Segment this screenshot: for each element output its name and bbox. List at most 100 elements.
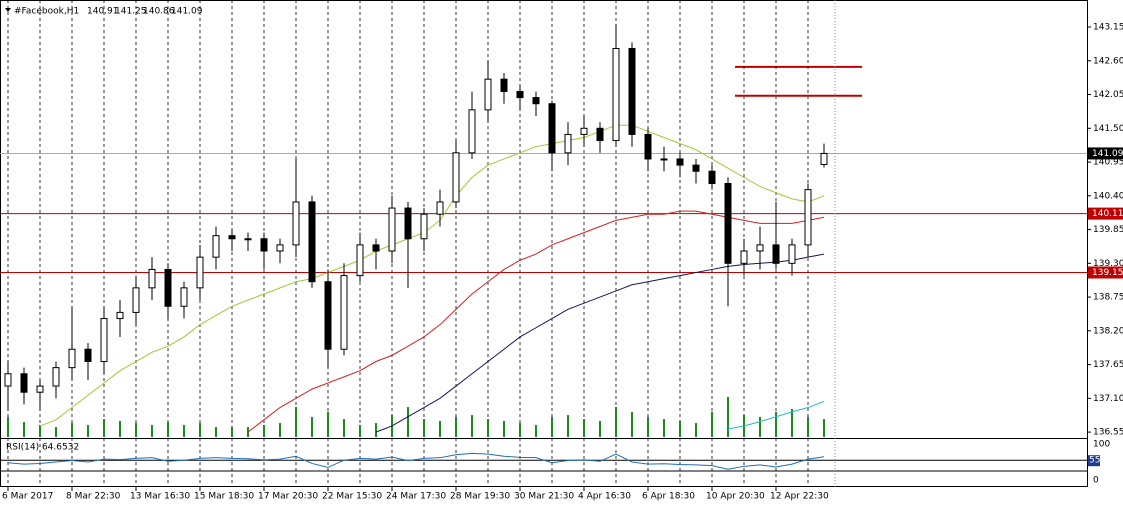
candle-body <box>100 318 108 363</box>
header-low: 140.86 <box>143 7 175 17</box>
price-label: 141.09 <box>1092 149 1123 159</box>
header-open: 140.91 <box>87 7 119 17</box>
chart-title: #Facebook,H1 <box>14 7 79 17</box>
candle-body <box>404 207 412 240</box>
candle-body <box>436 201 444 215</box>
ma-line <box>727 400 825 430</box>
candle-body <box>660 158 668 161</box>
x-tick-label: 17 Mar 20:30 <box>258 492 318 502</box>
candle-body <box>692 164 700 172</box>
candle-body <box>356 244 364 277</box>
y-tick-label: 143.15 <box>1093 23 1123 33</box>
rsi-title: RSI(14) 64.6532 <box>6 443 79 453</box>
level-label-box <box>1088 266 1123 279</box>
x-tick-label: 8 Mar 22:30 <box>66 492 121 502</box>
candle-body <box>212 235 220 258</box>
candle-body <box>452 152 460 203</box>
candle-body <box>388 207 396 252</box>
candle-body <box>772 244 780 264</box>
x-tick-label: 6 Apr 18:30 <box>642 492 695 502</box>
menu-arrow[interactable] <box>5 8 11 12</box>
candle-body <box>548 103 556 154</box>
candle-body <box>820 152 828 165</box>
y-tick-label: 140.95 <box>1093 158 1123 168</box>
x-tick-label: 4 Apr 16:30 <box>578 492 631 502</box>
y-tick-label: 142.60 <box>1093 56 1123 66</box>
rsi-level-box <box>1088 455 1100 467</box>
candle-body <box>20 373 28 393</box>
candle-body <box>116 311 124 320</box>
candle-body <box>308 201 316 283</box>
candle-body <box>372 244 380 252</box>
candle-body <box>180 287 188 307</box>
ma-line <box>375 253 825 433</box>
y-tick-label: 141.50 <box>1093 124 1123 134</box>
candle-body <box>580 127 588 135</box>
level-label: 140.11 <box>1092 209 1123 219</box>
candle-body <box>596 127 604 142</box>
candle-body <box>756 244 764 252</box>
candle-body <box>644 133 652 160</box>
candle-body <box>564 133 572 154</box>
level-label-box <box>1088 207 1123 220</box>
x-tick-label: 22 Mar 15:30 <box>322 492 382 502</box>
candle-body <box>68 348 76 369</box>
x-tick-label: 24 Mar 17:30 <box>386 492 446 502</box>
candle-body <box>4 373 12 387</box>
candle-body <box>276 244 284 252</box>
candle-body <box>132 287 140 313</box>
candle-body <box>628 47 636 135</box>
x-tick-label: 10 Apr 20:30 <box>706 492 765 502</box>
y-tick-label: 140.40 <box>1093 191 1123 201</box>
x-tick-label: 13 Mar 16:30 <box>130 492 190 502</box>
candle-body <box>36 385 44 393</box>
candle-body <box>612 47 620 142</box>
y-tick-label: 139.30 <box>1093 259 1123 269</box>
y-tick-label: 138.75 <box>1093 293 1123 303</box>
level-label: 139.15 <box>1092 268 1123 278</box>
candle-body <box>532 97 540 105</box>
candle-body <box>244 238 252 241</box>
y-tick-label: 137.65 <box>1093 360 1123 370</box>
candle-body <box>420 213 428 240</box>
candle-body <box>724 183 732 264</box>
x-tick-label: 15 Mar 18:30 <box>194 492 254 502</box>
candle-body <box>484 78 492 111</box>
candle-body <box>340 275 348 350</box>
header-close: 141.09 <box>171 7 203 17</box>
x-tick-label: 12 Apr 22:30 <box>770 492 829 502</box>
candle-body <box>148 268 156 289</box>
candle-body <box>708 170 716 185</box>
rsi-line <box>7 452 825 470</box>
candle-body <box>740 250 748 264</box>
candle-body <box>228 235 236 240</box>
rsi-level-label: 55 <box>1089 456 1100 466</box>
candle-body <box>676 158 684 166</box>
x-tick-label: 30 Mar 21:30 <box>514 492 574 502</box>
ma-line <box>39 124 825 427</box>
y-tick-label: 137.10 <box>1093 394 1123 404</box>
candle-body <box>196 256 204 289</box>
y-tick-label: 142.05 <box>1093 90 1123 100</box>
x-tick-label: 6 Mar 2017 <box>2 492 53 502</box>
candle-body <box>468 109 476 154</box>
candle-body <box>324 281 332 350</box>
y-tick-label: 139.85 <box>1093 225 1123 235</box>
candle-body <box>260 238 268 252</box>
header-high: 141.25 <box>115 7 147 17</box>
price-label-box <box>1088 147 1123 160</box>
candle-body <box>516 90 524 99</box>
candle-body <box>84 348 92 363</box>
y-tick-label: 136.55 <box>1093 428 1123 438</box>
rsi-tick-label: 100 <box>1093 440 1110 450</box>
candle-body <box>804 189 812 246</box>
plot-frame <box>0 0 1088 487</box>
candle-body <box>52 367 60 387</box>
candle-body <box>788 244 796 264</box>
candle-body <box>164 268 172 307</box>
candle-body <box>292 201 300 246</box>
y-tick-label: 138.20 <box>1093 326 1123 336</box>
candle-body <box>500 78 508 92</box>
rsi-tick-label: 0 <box>1093 476 1099 486</box>
